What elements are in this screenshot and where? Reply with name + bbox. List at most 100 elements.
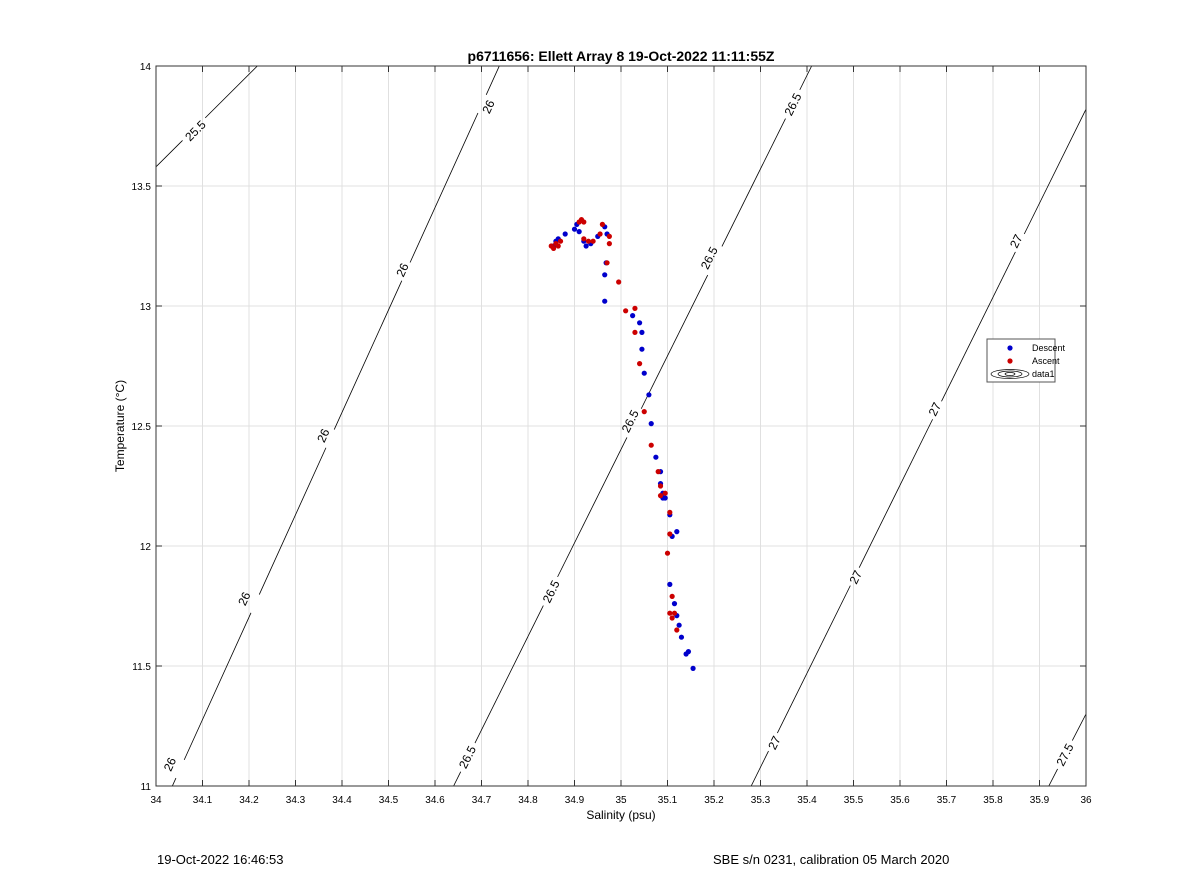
ascent-point <box>637 361 643 367</box>
chart-title: p6711656: Ellett Array 8 19-Oct-2022 11:… <box>468 48 775 64</box>
descent-point <box>639 346 645 352</box>
descent-point <box>576 229 582 235</box>
contour-label: 26.5 <box>456 743 479 770</box>
contour-line-segment <box>204 66 258 119</box>
x-tick-label: 35.9 <box>1030 795 1050 806</box>
contour-line-segment <box>171 777 177 786</box>
ascent-point <box>664 550 671 556</box>
contour-label: 26.5 <box>782 91 805 118</box>
legend-descent-marker <box>1007 345 1013 351</box>
contour-line-segment <box>721 118 786 247</box>
contour-line-segment <box>777 585 851 734</box>
x-tick-label: 34.5 <box>379 795 399 806</box>
x-tick-label: 35 <box>615 795 627 806</box>
data-points <box>548 217 696 672</box>
descent-point <box>571 226 578 232</box>
x-tick-label: 35.3 <box>751 795 771 806</box>
ascent-point <box>667 610 673 616</box>
contour-label: 27 <box>765 733 784 751</box>
ascent-point <box>557 238 564 244</box>
footer-timestamp: 19-Oct-2022 16:46:53 <box>157 852 284 867</box>
contour-line-segment <box>258 447 327 595</box>
ascent-point <box>657 483 664 489</box>
ascent-point <box>655 469 661 475</box>
x-tick-label: 34.2 <box>239 795 259 806</box>
contour-line-segment <box>557 437 628 578</box>
descent-point <box>648 421 654 427</box>
descent-point <box>646 392 652 398</box>
contour-label: 26.5 <box>698 244 721 271</box>
y-tick-label: 11 <box>141 782 152 793</box>
descent-point <box>630 313 636 319</box>
x-tick-label: 35.5 <box>844 795 864 806</box>
x-tick-label: 35.4 <box>797 795 817 806</box>
descent-point <box>676 622 682 628</box>
ascent-point <box>581 236 587 242</box>
x-tick-label: 34.8 <box>518 795 538 806</box>
descent-point <box>685 649 692 655</box>
contour-label: 26 <box>314 426 332 444</box>
contour-line-segment <box>485 66 500 95</box>
descent-point <box>637 320 643 326</box>
ascent-point <box>667 531 673 537</box>
descent-point <box>602 298 608 304</box>
descent-point <box>602 272 608 278</box>
ascent-point <box>590 238 596 244</box>
contour-label: 26 <box>161 755 179 773</box>
contour-label: 27 <box>1007 232 1026 250</box>
x-tick-label: 34.1 <box>193 795 213 806</box>
contour-line-segment <box>1023 109 1086 235</box>
footer-calibration: SBE s/n 0231, calibration 05 March 2020 <box>713 852 950 867</box>
x-tick-label: 36 <box>1080 795 1092 806</box>
x-tick-label: 34.9 <box>565 795 585 806</box>
legend: Descent Ascent data1 <box>986 338 1066 383</box>
y-tick-label: 13.5 <box>132 182 152 193</box>
ascent-point <box>671 610 678 616</box>
contour-line-segment <box>750 750 769 786</box>
contour-line-segment <box>156 140 183 168</box>
contour-line-segment <box>640 274 709 409</box>
ascent-point <box>632 329 638 335</box>
contour-label: 26 <box>235 590 253 608</box>
x-tick-label: 35.7 <box>937 795 957 806</box>
contour-label: 26 <box>479 98 497 116</box>
contour-label: 27 <box>926 400 945 418</box>
ascent-point <box>667 509 673 515</box>
contour-line-segment <box>1048 768 1058 786</box>
descent-point <box>639 329 645 335</box>
contour-label: 26.5 <box>540 578 563 605</box>
x-tick-label: 34.7 <box>472 795 492 806</box>
x-tick-label: 34.4 <box>332 795 352 806</box>
ascent-point <box>616 279 622 285</box>
contour-line-segment <box>183 612 252 761</box>
ascent-point <box>599 221 606 227</box>
descent-point <box>641 370 647 376</box>
y-tick-label: 12 <box>140 542 152 553</box>
contour-line-segment <box>1071 713 1086 741</box>
ascent-point <box>669 615 675 621</box>
descent-point <box>667 581 673 588</box>
x-tick-label: 35.2 <box>704 795 724 806</box>
y-tick-label: 12.5 <box>132 422 152 433</box>
contour-label: 25.5 <box>182 117 209 144</box>
descent-point <box>583 243 589 249</box>
legend-ascent-label: Ascent <box>1032 356 1060 366</box>
y-tick-label: 13 <box>140 302 152 313</box>
legend-contour-icon <box>990 369 1030 379</box>
legend-ascent-marker <box>1007 358 1013 364</box>
ascent-point <box>585 238 592 244</box>
x-tick-label: 34 <box>150 795 162 806</box>
ascent-point <box>657 493 664 499</box>
x-tick-label: 34.6 <box>425 795 445 806</box>
contour-line-segment <box>453 771 462 786</box>
grid-lines <box>156 66 1086 786</box>
ascent-point <box>606 241 612 247</box>
legend-descent-label: Descent <box>1032 343 1066 353</box>
x-axis-label: Salinity (psu) <box>586 808 655 822</box>
ascent-point <box>641 409 647 415</box>
legend-contour-label: data1 <box>1032 369 1055 379</box>
ascent-point <box>674 627 680 633</box>
descent-point <box>678 634 685 640</box>
descent-point <box>671 601 678 607</box>
